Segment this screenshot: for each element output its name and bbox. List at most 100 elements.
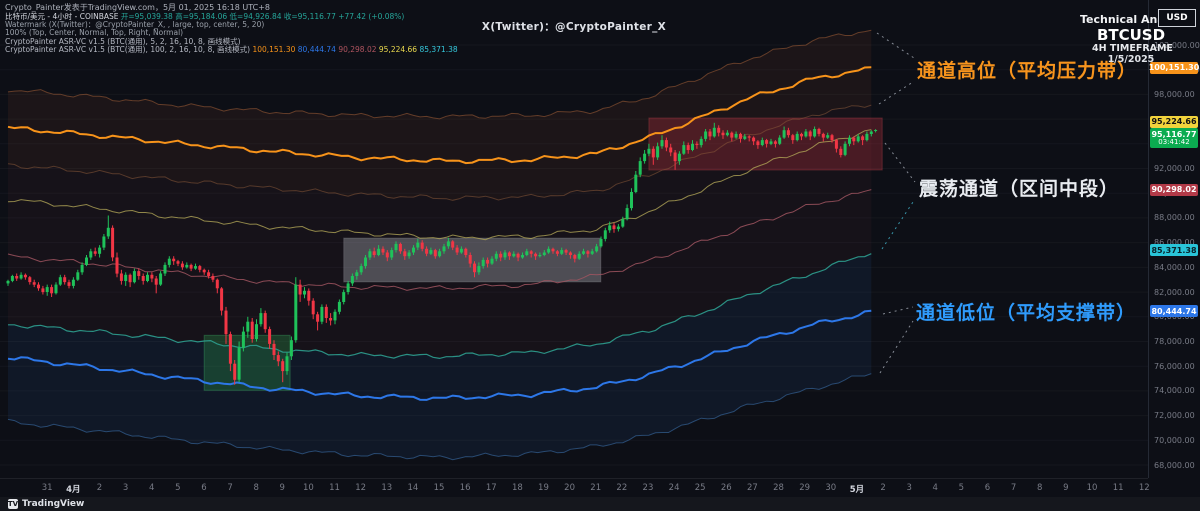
price-badge-mid-band: 90,298.02 xyxy=(1150,183,1198,196)
time-axis-label: 8 xyxy=(1037,483,1043,493)
indicator-line-lower-outer-faint[interactable] xyxy=(7,373,872,461)
price-axis[interactable]: 102,000.00100,000.0098,000.0096,000.0094… xyxy=(1148,0,1200,478)
candle-body xyxy=(41,288,45,293)
legend-asr100-row[interactable]: CryptoPainter ASR-VC v1.5 (BTC(通用), 100,… xyxy=(5,44,458,54)
legend-asr5-row[interactable]: CryptoPainter ASR-VC v1.5 (BTC(通用), 5, 2… xyxy=(5,36,458,46)
legend-text: 85,371.38 xyxy=(419,44,458,54)
tradingview-logo[interactable]: TV TradingView xyxy=(8,499,84,509)
candle-body xyxy=(89,251,93,258)
legend-text: 100,151.30 xyxy=(252,44,298,54)
time-axis-label: 26 xyxy=(720,483,732,493)
candle-body xyxy=(830,135,834,141)
candle-body xyxy=(111,227,115,258)
candle-body xyxy=(869,131,873,134)
price-chart-pane[interactable] xyxy=(0,0,1148,478)
time-axis-label: 17 xyxy=(485,483,497,493)
candle-body xyxy=(346,283,350,292)
legend-watermark-row[interactable]: Watermark (X(Twitter)：@CryptoPainter_X, … xyxy=(5,21,458,29)
candle-body xyxy=(630,192,633,209)
highlight-consolidation-mid[interactable] xyxy=(343,237,602,283)
candle-body xyxy=(647,148,651,154)
time-axis[interactable]: 31 4月 2 3 4 5 6 7 8 9 10 11 12 13 14 15 16 17 18 19 20 21 22 23… xyxy=(0,478,1150,498)
time-axis-label: 11 xyxy=(1112,483,1124,493)
candle-body xyxy=(403,251,407,257)
candle-body xyxy=(708,131,712,137)
candle-body xyxy=(568,252,572,255)
candle-body xyxy=(769,141,773,144)
indicator-line-lower-inner-teal[interactable] xyxy=(8,253,872,360)
legend-pane: 比特币/美元 - 4小时 - COINBASE 开=95,039.38 高=95… xyxy=(5,12,458,54)
price-axis-label: 102,000.00 xyxy=(1154,40,1200,50)
legend-text: 开=95,039.38 高=95,184.06 低=94,926.84 收=95… xyxy=(120,12,405,21)
candle-body xyxy=(817,129,821,134)
indicator-line-upper-band-orange[interactable] xyxy=(7,66,872,165)
legend-text: CryptoPainter ASR-VC v1.5 (BTC(通用), 5, 2… xyxy=(5,36,241,46)
candle-body xyxy=(124,274,128,281)
candle-body xyxy=(547,248,551,253)
indicator-line-upper-inner-faint[interactable] xyxy=(7,104,872,201)
time-axis-label: 30 xyxy=(825,483,837,493)
time-axis-label: 18 xyxy=(511,483,523,493)
candle-body xyxy=(67,282,71,286)
candle-body xyxy=(595,246,599,252)
candle-body xyxy=(446,241,450,247)
candle-body xyxy=(529,251,533,254)
candle-body xyxy=(695,143,699,145)
price-axis-label: 78,000.00 xyxy=(1154,336,1195,346)
annotation-channel-high[interactable]: 通道高位（平均压力带） xyxy=(917,60,1138,82)
annotation-leader-line xyxy=(879,320,914,374)
annotation-leader-line xyxy=(876,32,915,59)
candle-body xyxy=(791,135,795,141)
candle-body xyxy=(481,259,485,267)
candle-body xyxy=(573,255,577,259)
time-axis-label: 14 xyxy=(407,483,419,493)
candle-body xyxy=(717,127,721,133)
candle-body xyxy=(826,135,830,138)
candle-body xyxy=(704,131,708,139)
candle-body xyxy=(146,274,149,281)
annotation-channel-low[interactable]: 通道低位（平均支撑带） xyxy=(916,302,1137,324)
legend-watermark-style-row[interactable]: 100% (Top, Center, Normal, Top, Right, N… xyxy=(5,29,458,37)
annotation-channel-mid[interactable]: 震荡通道（区间中段） xyxy=(919,178,1120,200)
candle-body xyxy=(377,248,381,255)
candle-body xyxy=(246,321,250,332)
time-axis-label: 5月 xyxy=(849,485,865,495)
price-axis-label: 72,000.00 xyxy=(1154,411,1195,421)
candle-body xyxy=(93,251,97,254)
candle-body xyxy=(577,253,581,259)
candle-body xyxy=(263,313,267,330)
candle-body xyxy=(621,219,625,227)
candle-body xyxy=(63,277,67,283)
candle-body xyxy=(438,251,442,257)
time-axis-label: 4 xyxy=(148,483,155,493)
candle-body xyxy=(651,148,655,158)
date-label: 1/5/2025 xyxy=(1107,54,1155,65)
candle-body xyxy=(54,284,58,294)
candle-body xyxy=(294,284,298,341)
indicator-line-upper-outer-faint[interactable] xyxy=(7,29,872,120)
candle-body xyxy=(98,247,102,254)
candle-body xyxy=(6,280,10,284)
indicator-line-lower-band-blue[interactable] xyxy=(7,309,872,401)
candle-body xyxy=(250,321,254,339)
legend-text: 80,444.74 xyxy=(297,44,339,54)
candle-body xyxy=(699,138,703,146)
indicator-line-mid-channel-pink[interactable] xyxy=(7,189,872,291)
candle-body xyxy=(102,236,106,248)
candle-body xyxy=(50,287,54,294)
candle-body xyxy=(804,131,808,137)
indicator-line-yellow-mean[interactable] xyxy=(7,129,872,241)
legend-symbol-row[interactable]: 比特币/美元 - 4小时 - COINBASE 开=95,039.38 高=95… xyxy=(5,12,458,21)
currency-toggle[interactable]: USD xyxy=(1158,9,1196,27)
price-axis-label: 84,000.00 xyxy=(1154,262,1195,272)
time-axis-label: 2 xyxy=(880,483,886,493)
candle-body xyxy=(390,250,394,258)
time-axis-label: 20 xyxy=(564,483,576,493)
candle-body xyxy=(516,253,520,258)
candle-body xyxy=(176,261,180,264)
candle-body xyxy=(643,153,647,162)
annotation-leader-line xyxy=(884,142,916,183)
candle-body xyxy=(425,248,429,254)
candle-body xyxy=(220,288,224,311)
legend-text: 比特币/美元 - 4小时 - COINBASE xyxy=(5,12,121,21)
